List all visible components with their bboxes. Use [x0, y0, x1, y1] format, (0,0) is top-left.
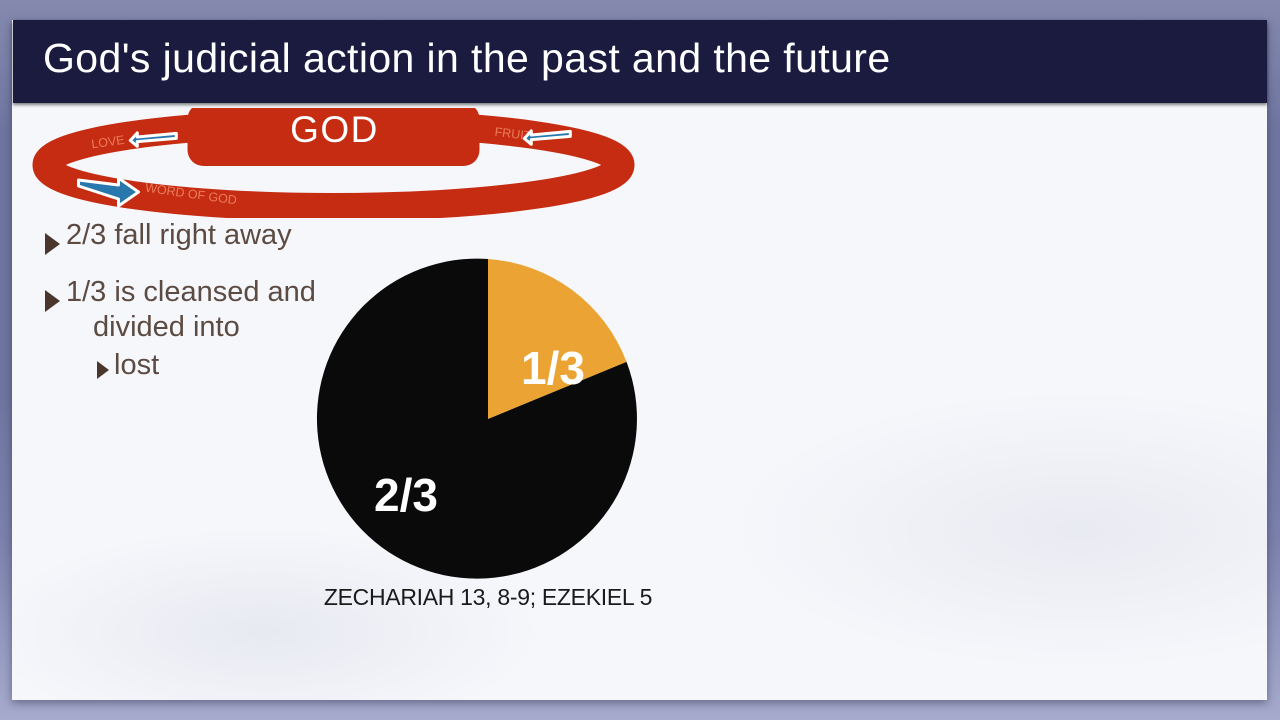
svg-text:GOD: GOD — [290, 109, 379, 150]
svg-text:2/3: 2/3 — [374, 469, 438, 521]
svg-text:1/3: 1/3 — [521, 342, 585, 394]
